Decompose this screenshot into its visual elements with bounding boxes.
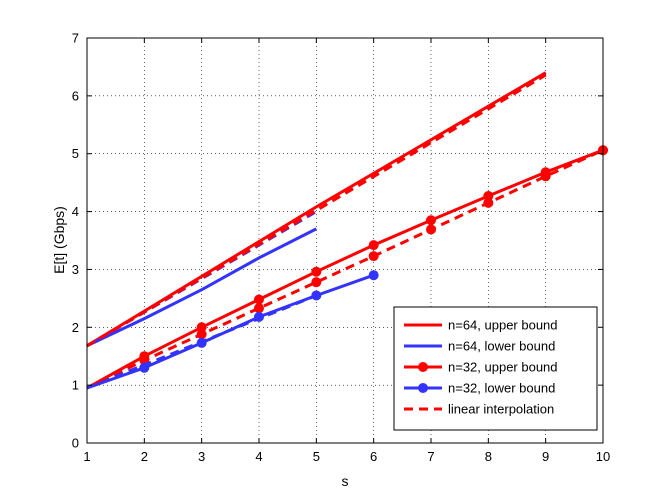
- x-tick-label: 5: [313, 449, 320, 464]
- x-axis-label: s: [342, 473, 349, 489]
- series-line-3-point: [196, 322, 207, 333]
- guide-line-2-point: [311, 277, 322, 288]
- y-axis-label: E[t] (Gbps): [51, 206, 67, 274]
- series-line-4-point: [311, 290, 322, 301]
- y-tick-label: 1: [72, 378, 79, 393]
- legend-label: linear interpolation: [448, 402, 554, 417]
- y-tick-label: 4: [72, 204, 79, 219]
- legend: n=64, upper bound n=64, lower bound n=32, …: [393, 306, 598, 431]
- y-tick-label: 2: [72, 320, 79, 335]
- guide-line-2-point: [368, 251, 379, 262]
- y-tick-label: 0: [72, 436, 79, 451]
- legend-label: n=32, upper bound: [448, 360, 558, 375]
- y-tick-label: 5: [72, 146, 79, 161]
- plot-frame: [86, 37, 604, 444]
- series-line-2: [86, 227, 317, 348]
- x-tick-label: 1: [83, 449, 90, 464]
- series-line-3: [86, 148, 604, 390]
- legend-label: n=64, upper bound: [448, 318, 558, 333]
- guide-line-2: [86, 148, 604, 390]
- x-tick-label: 3: [198, 449, 205, 464]
- series-line-3-point: [311, 266, 322, 277]
- series-line-4: [86, 273, 375, 390]
- legend-marker: [418, 362, 428, 372]
- series-line-4-point: [368, 270, 379, 281]
- x-tick-label: 2: [141, 449, 148, 464]
- y-tick-label: 3: [72, 262, 79, 277]
- x-tick-label: 8: [485, 449, 492, 464]
- series-line-3-point: [368, 240, 379, 251]
- guide-line-2-point: [483, 197, 494, 208]
- series-line-4-point: [254, 311, 264, 322]
- guide-line-2-point: [426, 224, 436, 235]
- series-line-3-point: [139, 351, 150, 362]
- series-line-3-point: [540, 167, 551, 178]
- legend-label: n=32, lower bound: [448, 381, 555, 396]
- plot-lines: [86, 71, 608, 390]
- series-line-4-point: [196, 337, 207, 348]
- series-line-1: [86, 71, 547, 348]
- x-tick-label: 6: [370, 449, 377, 464]
- x-tick-label: 10: [596, 449, 610, 464]
- x-tick-label: 9: [542, 449, 549, 464]
- series-line-3-point: [426, 215, 436, 226]
- x-tick-label: 4: [255, 449, 262, 464]
- series-line-4-point: [139, 362, 150, 373]
- x-tick-label: 7: [427, 449, 434, 464]
- y-tick-label: 6: [72, 88, 79, 103]
- series-line-3-point: [254, 294, 264, 305]
- guide-line-2-point: [196, 329, 207, 340]
- series-line-5: [86, 73, 547, 348]
- y-tick-label: 7: [72, 31, 79, 46]
- series-line-3-point: [483, 190, 494, 201]
- legend-marker: [418, 383, 428, 393]
- legend-label: n=64, lower bound: [448, 339, 555, 354]
- guide-line-2-point: [254, 303, 264, 314]
